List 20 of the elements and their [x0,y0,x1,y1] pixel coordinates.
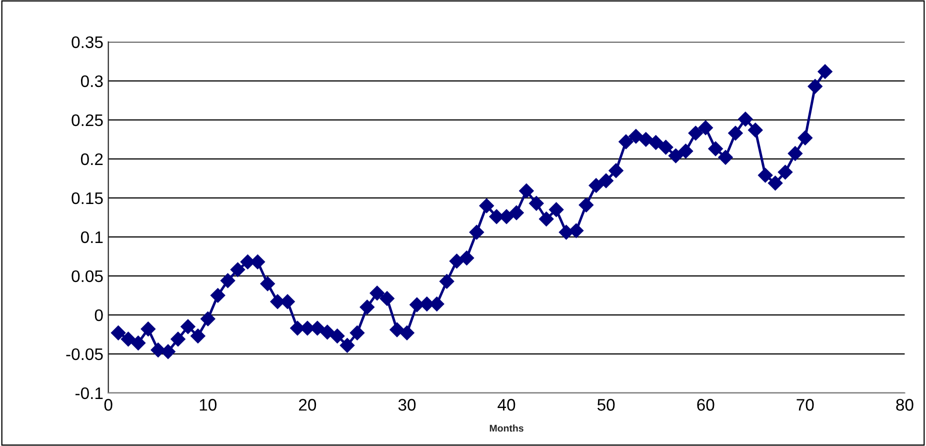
y-tick-label: 0.25 [72,114,103,126]
y-tick-label: -0.1 [76,387,103,400]
x-tick-label: 80 [896,398,914,411]
y-tick-label: 0.3 [80,75,103,88]
x-tick-label: 20 [299,398,316,411]
y-tick-label: 0.05 [72,270,103,282]
y-tick-label: 0.35 [72,36,103,48]
x-tick-label: 10 [200,398,217,411]
x-tick-label: 60 [697,398,714,411]
x-tick-label: 50 [597,398,615,411]
y-tick-label: 0 [94,309,103,322]
y-tick-label: -0.05 [66,348,103,360]
x-axis-title: Months [490,424,524,432]
y-tick-label: 0.15 [72,192,103,204]
y-tick-label: 0.2 [80,153,103,166]
x-tick-label: 70 [796,398,814,411]
x-tick-label: 0 [104,398,112,411]
x-tick-label: 40 [498,398,516,411]
y-tick-label: 0.1 [80,231,103,244]
x-tick-label: 30 [398,398,416,411]
